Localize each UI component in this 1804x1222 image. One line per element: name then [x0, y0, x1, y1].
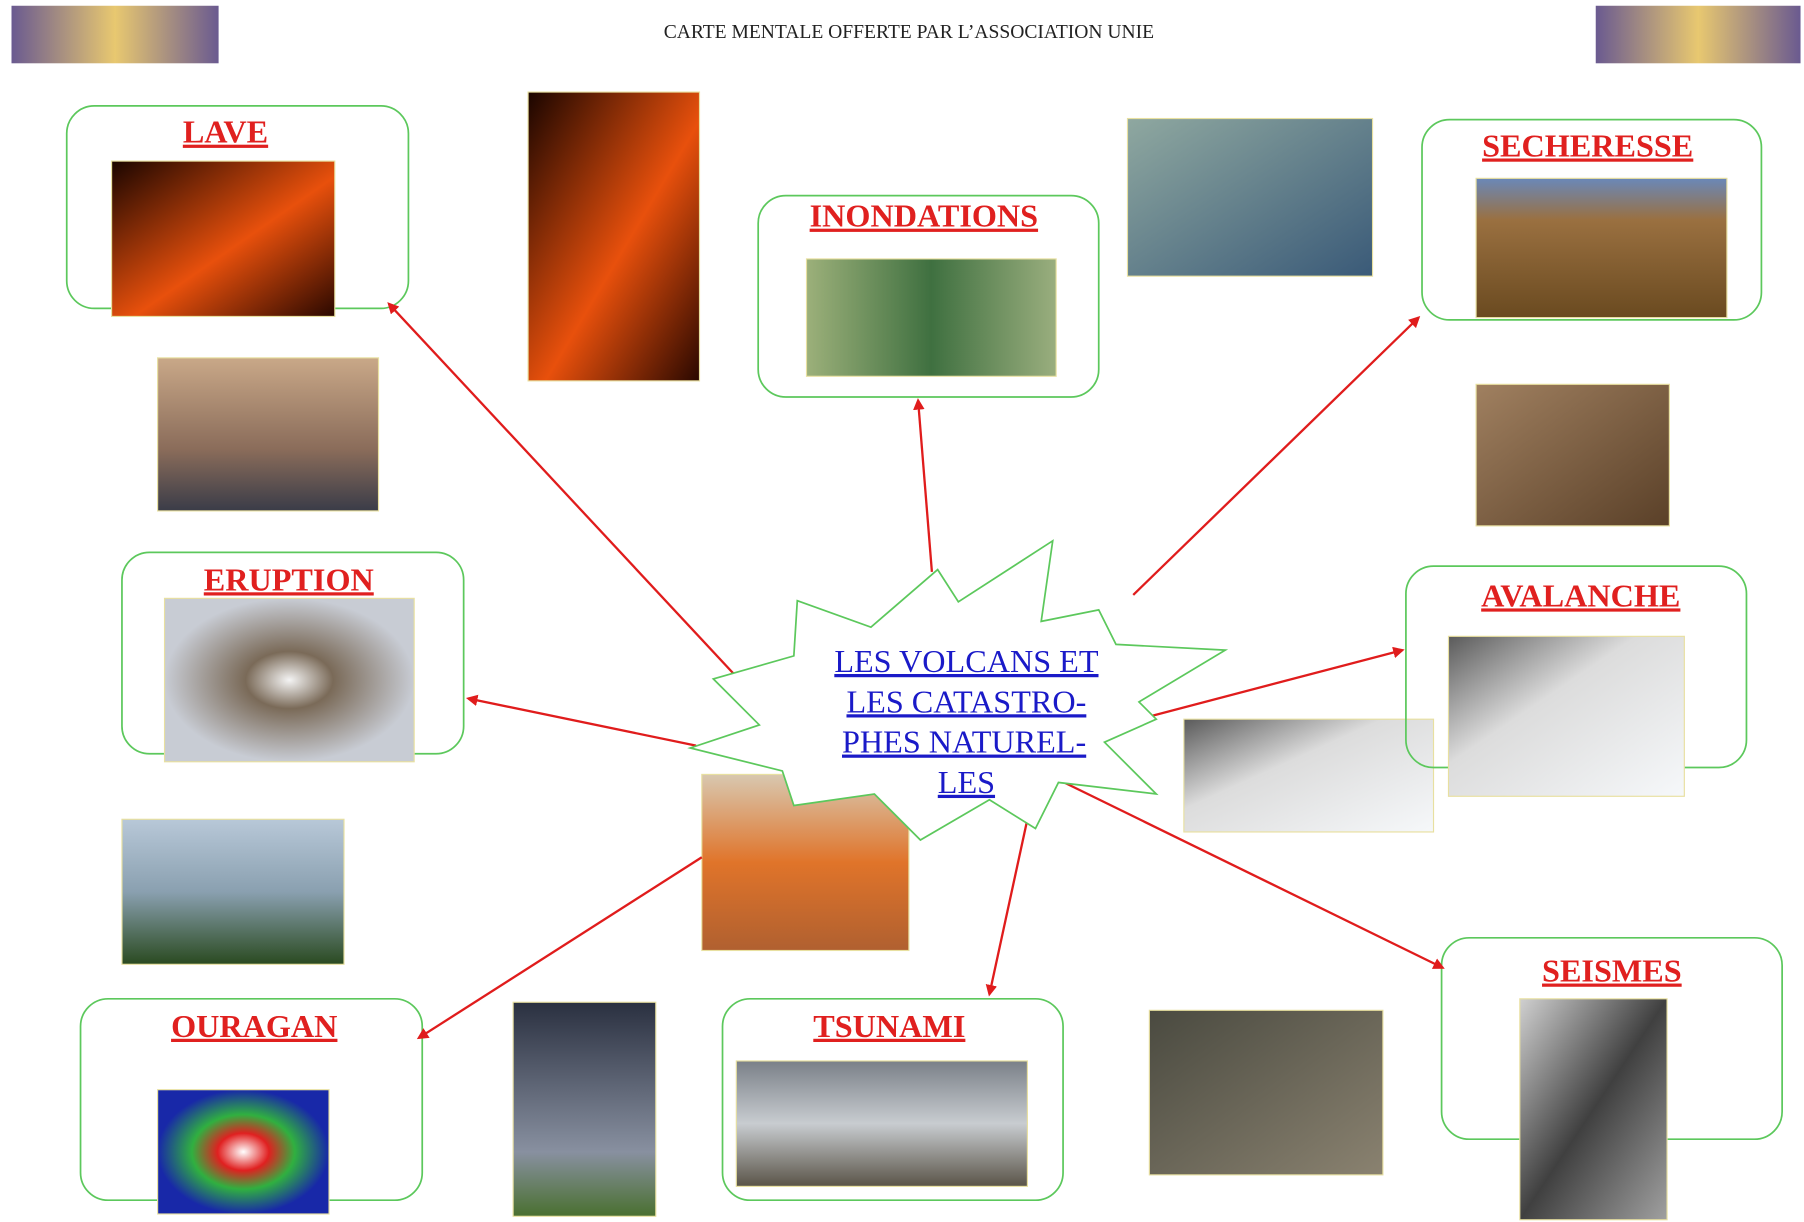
photo — [1184, 719, 1434, 832]
node-label: ERUPTION — [204, 561, 374, 597]
photo — [513, 1002, 656, 1216]
node-photo — [112, 161, 335, 316]
page-title: CARTE MENTALE OFFERTE PAR L’ASSOCIATION … — [664, 22, 1154, 43]
node-photo — [165, 598, 415, 761]
page: CARTE MENTALE OFFERTE PAR L’ASSOCIATION … — [0, 0, 1804, 1222]
logo — [12, 6, 219, 64]
photo — [158, 358, 379, 511]
photo — [1149, 1010, 1383, 1175]
node-photo — [736, 1061, 1027, 1186]
connector-arrow — [468, 698, 696, 745]
photo — [1476, 384, 1669, 526]
photo — [528, 92, 699, 381]
node-photo — [158, 1090, 329, 1214]
photo — [122, 819, 344, 964]
node-label: LAVE — [183, 114, 268, 150]
diagram-body: CARTE MENTALE OFFERTE PAR L’ASSOCIATION … — [12, 6, 1801, 1220]
center-topic: LES — [938, 764, 995, 800]
node-photo — [1448, 636, 1684, 796]
photo — [1127, 119, 1372, 277]
connector-arrow — [989, 819, 1027, 994]
node-label: SECHERESSE — [1482, 127, 1693, 163]
connector-arrow — [918, 400, 932, 571]
logo — [1596, 6, 1801, 64]
center-topic: LES VOLCANS ET — [834, 643, 1099, 679]
connector-arrow — [1133, 318, 1418, 595]
node-label: SEISMES — [1542, 953, 1682, 989]
center-topic: PHES NATUREL- — [842, 724, 1086, 760]
node-photo — [807, 259, 1057, 376]
node-label: INONDATIONS — [810, 198, 1038, 234]
node-label: AVALANCHE — [1481, 577, 1680, 613]
node-label: TSUNAMI — [813, 1008, 965, 1044]
mind-map: CARTE MENTALE OFFERTE PAR L’ASSOCIATION … — [0, 0, 1804, 1222]
node-label: OURAGAN — [171, 1008, 337, 1044]
node-photo — [1520, 999, 1667, 1220]
node-photo — [1476, 178, 1727, 317]
center-topic: LES CATASTRO- — [847, 683, 1087, 719]
